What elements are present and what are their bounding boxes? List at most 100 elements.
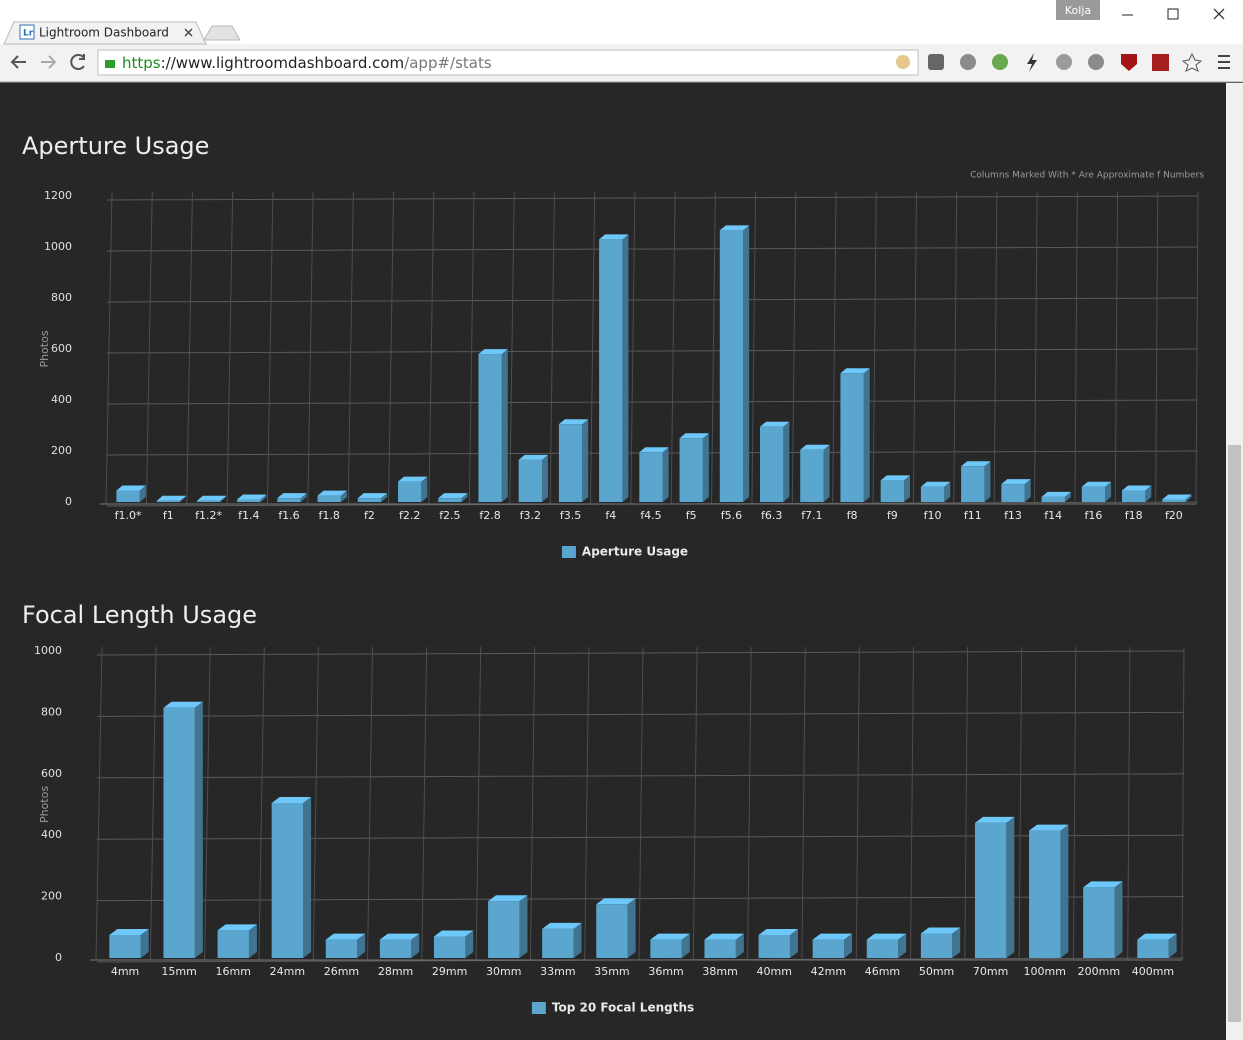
bar-front xyxy=(196,500,221,502)
extension-icon[interactable] xyxy=(960,54,976,70)
legend-swatch[interactable] xyxy=(561,546,576,558)
bar-front xyxy=(1081,486,1106,502)
bar-top xyxy=(800,444,830,450)
bar-front xyxy=(542,928,574,958)
bar-side xyxy=(944,481,951,502)
legend-label[interactable]: Aperture Usage xyxy=(582,545,688,559)
bar xyxy=(558,419,589,502)
site-settings-icon[interactable] xyxy=(896,55,910,69)
menu-button[interactable] xyxy=(1218,55,1230,69)
url-scheme: https xyxy=(122,54,161,72)
bar-side xyxy=(952,927,961,958)
active-tab[interactable] xyxy=(3,21,207,45)
bar-front xyxy=(1137,939,1169,958)
bar-side xyxy=(903,475,910,502)
bar-side xyxy=(140,928,149,958)
bar xyxy=(920,927,961,958)
new-tab-button[interactable] xyxy=(203,25,241,41)
scrollbar-thumb[interactable] xyxy=(1228,445,1241,1022)
bar-top xyxy=(679,433,709,439)
y-tick-label: 200 xyxy=(41,890,62,903)
bar-top xyxy=(866,933,907,940)
bar-side xyxy=(179,495,186,502)
extension-icon[interactable] xyxy=(1027,53,1037,72)
bar-front xyxy=(920,933,953,958)
lock-icon xyxy=(105,60,115,68)
bar-top xyxy=(704,933,744,940)
chart-title: Focal Length Usage xyxy=(22,601,257,629)
x-tick-label: 24mm xyxy=(270,965,305,978)
grid-line xyxy=(96,773,1185,779)
vertical-grid-line xyxy=(509,191,515,505)
y-tick-label: 1200 xyxy=(44,189,72,202)
bar-top xyxy=(1001,479,1031,485)
bar xyxy=(271,796,312,958)
legend-label[interactable]: Top 20 Focal Lengths xyxy=(552,1001,694,1015)
y-tick-label: 200 xyxy=(51,444,72,457)
bar-top xyxy=(109,928,149,935)
x-tick-label: f16 xyxy=(1085,509,1103,522)
bar-top xyxy=(760,421,790,427)
extension-icon[interactable] xyxy=(1088,54,1104,70)
x-tick-label: f6.3 xyxy=(761,509,782,522)
url[interactable]: https://www.lightroomdashboard.com/app#/… xyxy=(122,54,492,72)
profile-badge[interactable] xyxy=(1056,0,1100,20)
vertical-grid-line xyxy=(145,191,153,505)
x-tick-label: 35mm xyxy=(594,965,629,978)
extension-icon[interactable] xyxy=(1121,54,1137,71)
bar xyxy=(866,933,907,958)
x-tick-label: f13 xyxy=(1004,509,1022,522)
vertical-grid-line xyxy=(747,646,752,961)
bar-side xyxy=(519,895,528,958)
bar-side xyxy=(1168,933,1177,958)
maximize-button[interactable] xyxy=(1167,8,1179,20)
vertical-grid-line xyxy=(475,646,482,961)
y-tick-label: 1000 xyxy=(34,644,62,657)
reload-button[interactable] xyxy=(70,54,85,70)
bar-side xyxy=(303,796,312,958)
bar-front xyxy=(1029,830,1061,958)
y-axis-label: Photos xyxy=(38,330,51,367)
bar-front xyxy=(961,466,985,502)
vertical-grid-line xyxy=(549,191,555,505)
vertical-grid-line xyxy=(1155,191,1159,505)
x-tick-label: f1 xyxy=(163,509,174,522)
vertical-grid-line xyxy=(312,646,319,961)
profile-name[interactable]: Kolja xyxy=(1065,4,1091,17)
bar-side xyxy=(1185,494,1192,502)
bar-front xyxy=(758,934,790,958)
vertical-grid-line xyxy=(149,646,157,961)
back-button[interactable] xyxy=(10,55,26,69)
bar-top xyxy=(156,495,186,501)
bar-side xyxy=(139,485,146,502)
bar xyxy=(379,933,420,958)
address-bar[interactable] xyxy=(97,49,919,76)
extension-icon[interactable] xyxy=(992,54,1008,70)
bar-front xyxy=(163,707,195,958)
bar-side xyxy=(541,454,548,502)
bar-front xyxy=(920,486,945,502)
bar-side xyxy=(898,933,907,958)
bar-front xyxy=(1041,496,1065,502)
extension-icon[interactable] xyxy=(1152,54,1169,71)
tab-title[interactable]: Lightroom Dashboard xyxy=(39,26,169,40)
bar xyxy=(156,495,186,502)
forward-button[interactable] xyxy=(41,55,57,69)
favicon-letters: Lr xyxy=(23,29,34,39)
bar-front xyxy=(800,449,824,502)
bar-front xyxy=(277,498,301,502)
x-tick-label: f4 xyxy=(605,509,616,522)
x-tick-label: f20 xyxy=(1165,509,1183,522)
legend-swatch[interactable] xyxy=(531,1002,546,1014)
extension-icon[interactable] xyxy=(1056,54,1072,70)
bar xyxy=(357,493,388,502)
bar xyxy=(1001,479,1031,502)
extension-icon[interactable] xyxy=(928,54,944,70)
bar-front xyxy=(650,939,682,958)
tab-close[interactable] xyxy=(184,28,193,37)
bookmark-star[interactable] xyxy=(1181,52,1203,72)
vertical-grid-line xyxy=(1072,646,1077,961)
close-window-button[interactable] xyxy=(1213,8,1225,20)
y-tick-label: 0 xyxy=(65,495,72,508)
